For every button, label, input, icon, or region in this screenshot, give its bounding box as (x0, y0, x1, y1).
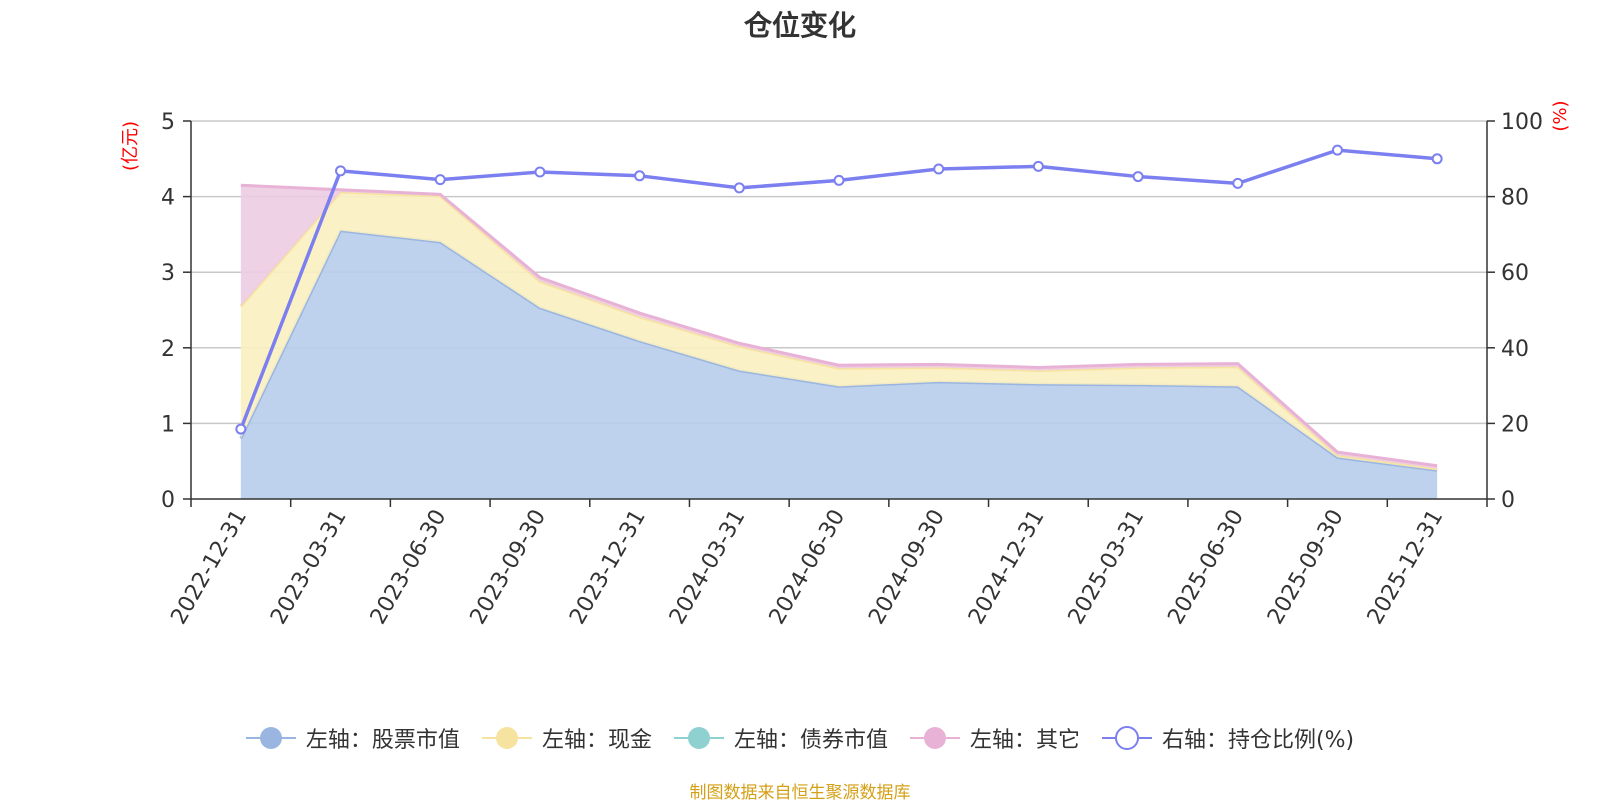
x-tick-label: 2022-12-31 (166, 506, 252, 629)
y-left-tick-label: 4 (161, 186, 175, 211)
ratio-point (1132, 171, 1144, 183)
x-tick-label: 2023-12-31 (565, 506, 651, 629)
y-right-tick-label: 20 (1501, 412, 1529, 437)
ratio-point (733, 182, 745, 194)
legend-label: 右轴：持仓比例(%) (1161, 728, 1355, 753)
y-left-tick-label: 3 (161, 261, 175, 286)
x-tick-label: 2025-03-31 (1064, 506, 1150, 629)
legend-item[interactable]: 左轴：现金 (481, 722, 652, 754)
x-tick-label: 2025-06-30 (1163, 506, 1249, 629)
chart-title: 仓位变化 (743, 9, 856, 42)
y-left-tick-label: 1 (161, 412, 175, 437)
legend-swatch-icon (909, 727, 960, 749)
y-right-tick-label: 100 (1501, 110, 1543, 135)
y-right-tick-label: 80 (1501, 186, 1529, 211)
legend-swatch-icon (481, 727, 532, 749)
legend-label: 左轴：股票市值 (305, 728, 460, 753)
y-right-tick-label: 40 (1501, 337, 1529, 362)
y-right-tick-label: 60 (1501, 261, 1529, 286)
y-right-axis-label: (%) (1550, 100, 1571, 131)
legend-label: 左轴：其它 (969, 728, 1080, 753)
ratio-point (1032, 160, 1044, 172)
y-left-tick-label: 0 (161, 488, 175, 513)
x-tick-label: 2023-06-30 (366, 506, 452, 629)
legend-item[interactable]: 右轴：持仓比例(%) (1101, 722, 1355, 754)
x-tick-label: 2025-09-30 (1263, 506, 1349, 629)
ratio-point (1331, 144, 1343, 156)
legend-item[interactable]: 左轴：股票市值 (245, 722, 460, 754)
area-0 (240, 230, 1438, 499)
legend-label: 左轴：现金 (541, 728, 652, 753)
ratio-point (833, 174, 845, 186)
x-tick-label: 2023-03-31 (266, 506, 352, 629)
source-note: 制图数据来自恒生聚源数据库 (689, 783, 911, 803)
ratio-point (335, 165, 347, 177)
legend-item[interactable]: 左轴：债券市值 (673, 722, 888, 754)
ratio-point (1232, 177, 1244, 189)
legend-item[interactable]: 左轴：其它 (909, 722, 1080, 754)
area-1 (240, 192, 1438, 471)
x-tick-label: 2024-06-30 (765, 506, 851, 629)
x-tick-label: 2025-12-31 (1363, 506, 1449, 629)
y-right-tick-label: 0 (1501, 488, 1515, 513)
y-left-tick-label: 2 (161, 337, 175, 362)
x-tick-label: 2023-09-30 (466, 506, 552, 629)
ratio-point (634, 170, 646, 182)
x-tick-label: 2024-09-30 (864, 506, 950, 629)
ratio-point (933, 163, 945, 175)
area-line-3 (240, 183, 1438, 468)
legend-swatch-icon (673, 727, 724, 749)
ratio-point (534, 166, 546, 178)
legend-swatch-icon (245, 727, 296, 749)
legend: 左轴：股票市值 左轴：现金 左轴：债券市值 左轴：其它 右轴：持仓比例(%) (0, 722, 1600, 754)
legend-swatch-icon (1101, 726, 1152, 750)
x-tick-label: 2024-12-31 (964, 506, 1050, 629)
legend-label: 左轴：债券市值 (733, 728, 888, 753)
ratio-point (1431, 153, 1443, 165)
y-left-tick-label: 5 (161, 110, 175, 135)
ratio-point (235, 423, 247, 435)
x-tick-label: 2024-03-31 (665, 506, 751, 629)
y-left-axis-label: (亿元) (120, 121, 141, 171)
ratio-point (434, 174, 446, 186)
